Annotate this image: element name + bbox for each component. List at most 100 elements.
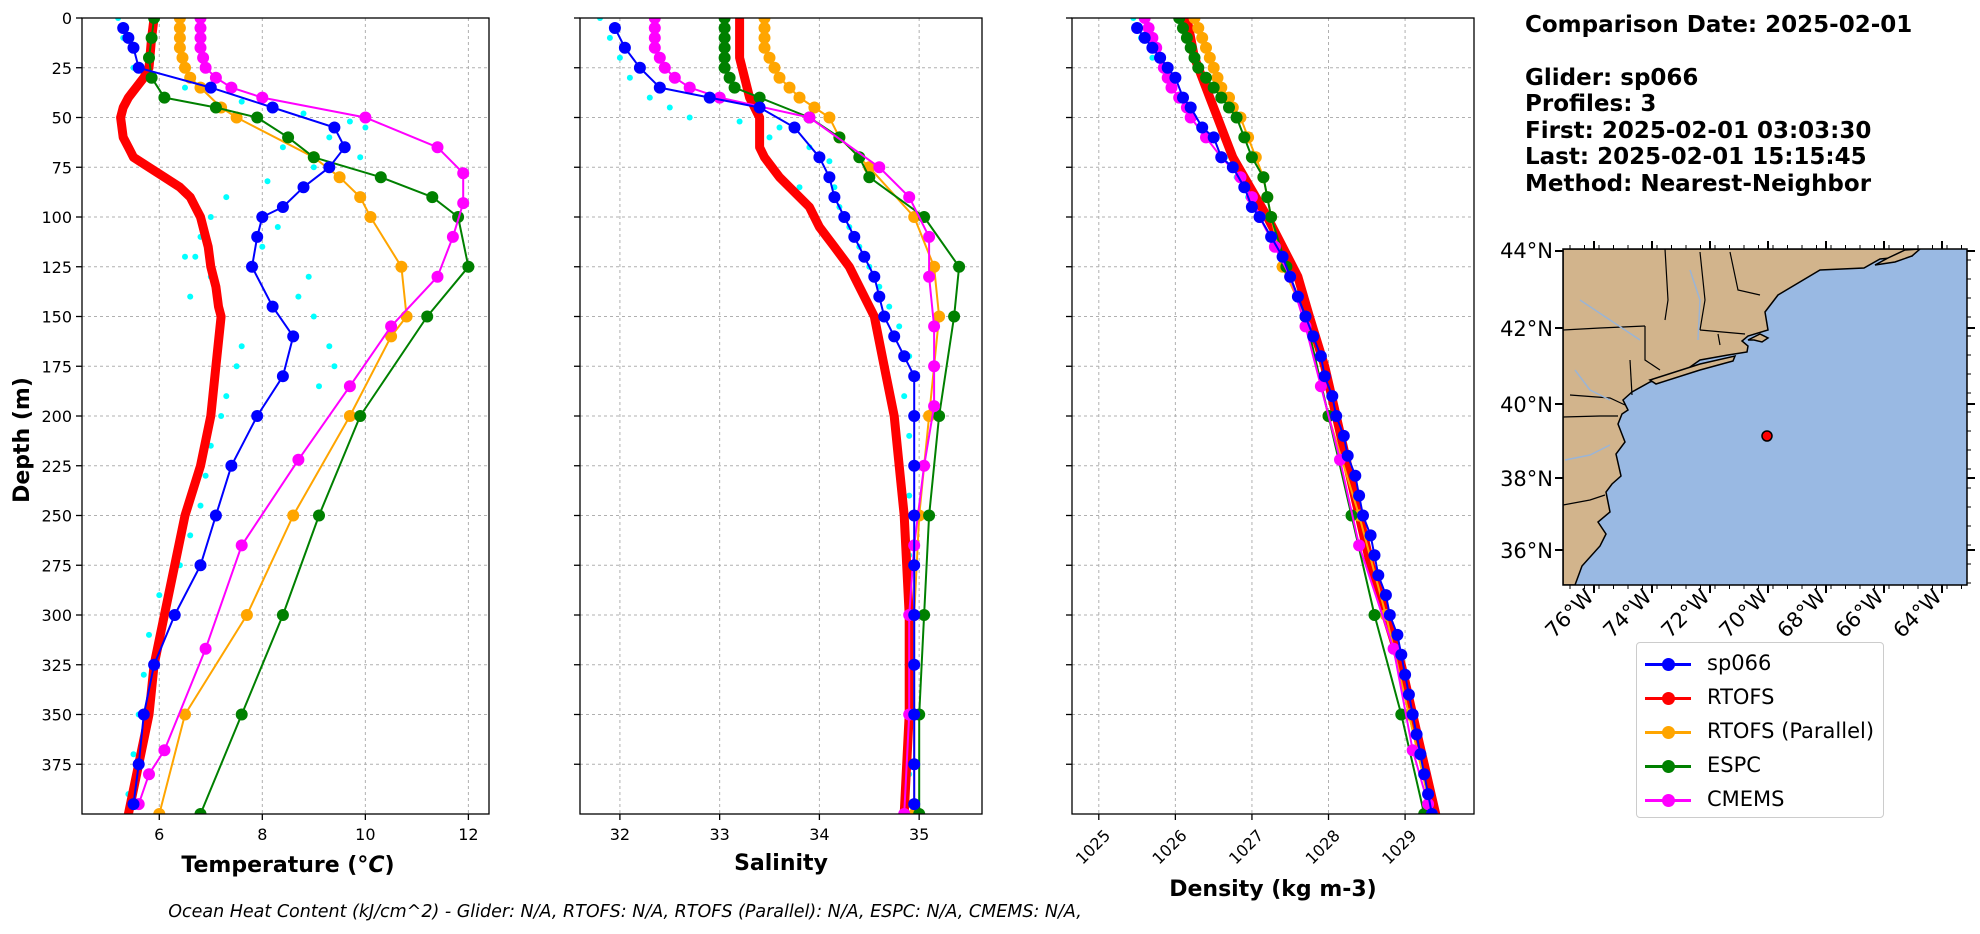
data-point — [1353, 489, 1366, 502]
data-point — [788, 121, 801, 134]
data-point — [238, 98, 245, 105]
data-point — [948, 310, 961, 323]
data-point — [323, 161, 336, 174]
data-point — [823, 111, 836, 124]
glider-location-marker — [1761, 430, 1773, 442]
data-point — [908, 459, 921, 472]
data-point — [1406, 708, 1419, 721]
data-point — [918, 609, 931, 621]
data-point — [209, 101, 222, 114]
data-point — [276, 609, 289, 621]
data-point — [251, 410, 264, 422]
data-point — [783, 81, 796, 94]
data-point — [828, 191, 841, 204]
data-point — [122, 31, 135, 44]
data-point — [1337, 429, 1350, 442]
data-point — [1291, 290, 1304, 303]
data-point — [933, 310, 946, 323]
legend-label: RTOFS — [1707, 685, 1775, 709]
series-line-sp066 — [613, 27, 916, 806]
y-tick-label: 25 — [52, 59, 72, 78]
data-point — [1161, 61, 1174, 74]
data-point — [176, 51, 189, 64]
data-point — [137, 708, 150, 721]
data-point — [1230, 111, 1243, 124]
map-lon-label-70: 70°W — [1715, 584, 1773, 642]
data-point — [194, 22, 207, 34]
data-point — [1364, 529, 1377, 542]
data-point — [908, 758, 921, 771]
data-point — [1257, 171, 1270, 184]
data-point — [908, 559, 921, 572]
data-point — [873, 161, 886, 174]
data-point — [127, 41, 140, 54]
map-lon-label-66: 66°W — [1831, 584, 1889, 642]
map-lon-label-74: 74°W — [1599, 584, 1657, 642]
data-point — [606, 34, 613, 41]
data-point — [908, 708, 921, 721]
data-point — [132, 758, 145, 771]
data-point — [354, 410, 367, 422]
method: Method: Nearest-Neighbor — [1525, 170, 1872, 197]
data-point — [923, 230, 936, 243]
data-point — [898, 808, 911, 814]
x-tick-label: 12 — [458, 825, 478, 844]
data-point — [1200, 41, 1212, 54]
legend-marker — [1662, 794, 1675, 807]
data-point — [1307, 330, 1320, 343]
y-tick-label: 75 — [52, 158, 72, 177]
data-point — [187, 532, 194, 539]
map-nova-scotia — [1874, 249, 1922, 266]
data-point — [718, 51, 731, 64]
data-point — [279, 144, 286, 151]
data-point — [238, 343, 245, 350]
data-point — [1184, 101, 1197, 114]
data-point — [758, 41, 771, 54]
data-point — [1138, 31, 1151, 44]
x-tick-label: 34 — [809, 825, 829, 844]
data-point — [130, 751, 137, 758]
data-point — [1211, 71, 1224, 84]
legend-item-rtofs: RTOFS — [1637, 681, 1883, 715]
legend-item-cmems: CMEMS — [1637, 783, 1883, 817]
data-point — [143, 51, 155, 64]
data-point — [758, 18, 771, 24]
series-line-cmems — [1143, 18, 1430, 806]
data-point — [1395, 708, 1408, 721]
data-point — [718, 22, 731, 34]
map-frame — [1562, 248, 1968, 586]
y-tick-label: 275 — [41, 556, 72, 575]
data-point — [146, 631, 152, 638]
data-point — [1265, 211, 1278, 223]
data-point — [1284, 270, 1297, 283]
data-point — [653, 81, 666, 94]
data-point — [235, 708, 248, 721]
data-point — [276, 201, 289, 213]
data-point — [156, 592, 163, 599]
series-group — [1130, 18, 1441, 814]
data-point — [683, 81, 696, 94]
data-point — [127, 798, 140, 811]
x-tick-label: 8 — [257, 825, 267, 844]
data-point — [888, 330, 901, 343]
data-point — [264, 178, 271, 185]
comparison-date: Comparison Date: 2025-02-01 — [1525, 12, 1913, 38]
data-point — [826, 158, 833, 165]
map-lat-label-38: 38°N — [1500, 467, 1553, 491]
data-point — [140, 671, 147, 678]
data-point — [1299, 310, 1312, 323]
data-point — [457, 197, 470, 210]
data-point — [1142, 22, 1155, 34]
map-lat-label-44: 44°N — [1500, 239, 1553, 263]
data-point — [316, 383, 322, 390]
x-tick-label: 1025 — [1072, 826, 1114, 868]
map-lon-label-64: 64°W — [1889, 584, 1947, 642]
data-point — [292, 453, 305, 466]
data-point — [300, 110, 307, 117]
data-point — [753, 101, 766, 114]
data-point — [1372, 569, 1385, 582]
data-point — [446, 230, 459, 243]
data-point — [886, 303, 893, 310]
data-point — [1276, 250, 1289, 263]
data-point — [225, 459, 238, 472]
